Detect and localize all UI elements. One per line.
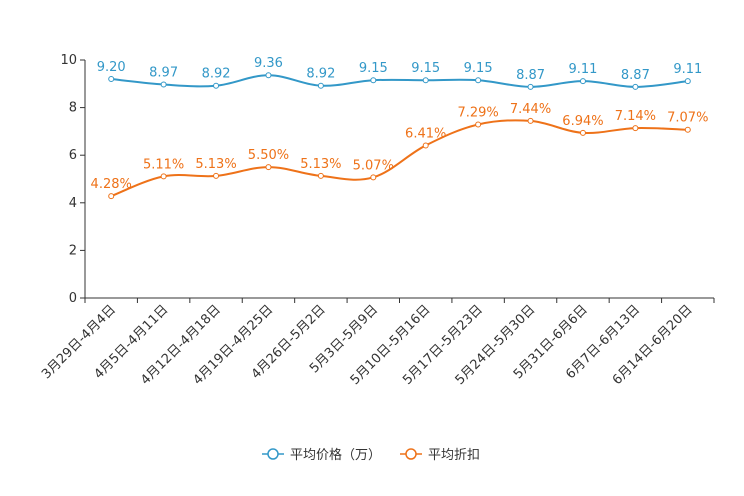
data-label: 9.15 (411, 61, 440, 76)
legend-item-avg-price[interactable]: 平均价格（万） (262, 447, 381, 463)
data-label: 5.13% (300, 157, 341, 172)
data-point[interactable] (527, 83, 534, 90)
data-point[interactable] (370, 77, 377, 84)
data-label: 4.28% (91, 177, 132, 192)
data-label: 7.07% (667, 111, 708, 126)
data-label: 8.92 (306, 67, 335, 82)
data-point[interactable] (422, 77, 429, 84)
data-point[interactable] (265, 164, 272, 171)
data-point[interactable] (475, 121, 482, 128)
y-tick-label: 0 (69, 291, 77, 306)
data-point[interactable] (579, 78, 586, 85)
data-label: 5.11% (143, 157, 184, 172)
data-point[interactable] (632, 125, 639, 132)
data-point[interactable] (422, 142, 429, 149)
data-point[interactable] (108, 193, 115, 200)
legend-marker-icon (267, 448, 279, 460)
data-point[interactable] (213, 172, 220, 179)
data-label: 8.87 (621, 68, 650, 83)
data-point[interactable] (160, 81, 167, 88)
legend-marker-icon (405, 448, 417, 460)
y-tick-label: 4 (69, 196, 77, 211)
data-point[interactable] (475, 77, 482, 84)
series-layer: 9.20 8.97 8.92 9.36 8.92 9.15 9.15 9.15 8.87 9.11… (91, 56, 708, 200)
data-point[interactable] (684, 78, 691, 85)
legend-label: 平均价格（万） (290, 447, 381, 463)
data-point[interactable] (160, 173, 167, 180)
data-label: 7.29% (457, 105, 498, 120)
y-tick-label: 8 (69, 101, 77, 116)
series-avg-price: 9.20 8.97 8.92 9.36 8.92 9.15 9.15 9.15 8.87 9.11… (97, 56, 702, 90)
data-label: 8.97 (149, 66, 178, 81)
axes: 02468103月29日-4月4日4月5日-4月11日4月12日-4月18日4月… (39, 53, 715, 388)
data-point[interactable] (632, 83, 639, 90)
series-line (111, 74, 688, 88)
data-point[interactable] (213, 82, 220, 89)
y-tick-label: 10 (60, 53, 77, 68)
data-label: 5.13% (195, 157, 236, 172)
data-label: 9.15 (464, 61, 493, 76)
series-avg-discount: 4.28% 5.11% 5.13% 5.50% 5.13% 5.07% 6.41% 7.29%… (91, 102, 708, 200)
data-label: 9.11 (673, 62, 702, 77)
data-label: 6.94% (562, 114, 603, 129)
data-label: 8.87 (516, 68, 545, 83)
data-point[interactable] (317, 172, 324, 179)
data-label: 7.44% (510, 102, 551, 117)
legend-item-avg-discount[interactable]: 平均折扣 (400, 448, 480, 463)
data-label: 7.14% (615, 109, 656, 124)
series-line (110, 119, 688, 198)
data-point[interactable] (317, 82, 324, 89)
data-label: 9.11 (568, 62, 597, 77)
y-tick-label: 2 (69, 243, 77, 258)
y-tick-label: 6 (69, 148, 77, 163)
data-point[interactable] (684, 126, 691, 133)
data-point[interactable] (370, 174, 377, 181)
data-point[interactable] (265, 72, 272, 79)
data-label: 9.15 (359, 61, 388, 76)
data-point[interactable] (108, 76, 115, 83)
data-point[interactable] (527, 117, 534, 124)
legend-label: 平均折扣 (428, 448, 480, 463)
data-label: 9.20 (97, 60, 126, 75)
data-label: 5.07% (353, 158, 394, 173)
data-label: 8.92 (202, 67, 231, 82)
data-label: 6.41% (405, 126, 446, 141)
legend[interactable]: 平均价格（万） 平均折扣 (262, 447, 480, 463)
data-label: 9.36 (254, 56, 283, 71)
data-point[interactable] (579, 129, 586, 136)
data-label: 5.50% (248, 148, 289, 163)
